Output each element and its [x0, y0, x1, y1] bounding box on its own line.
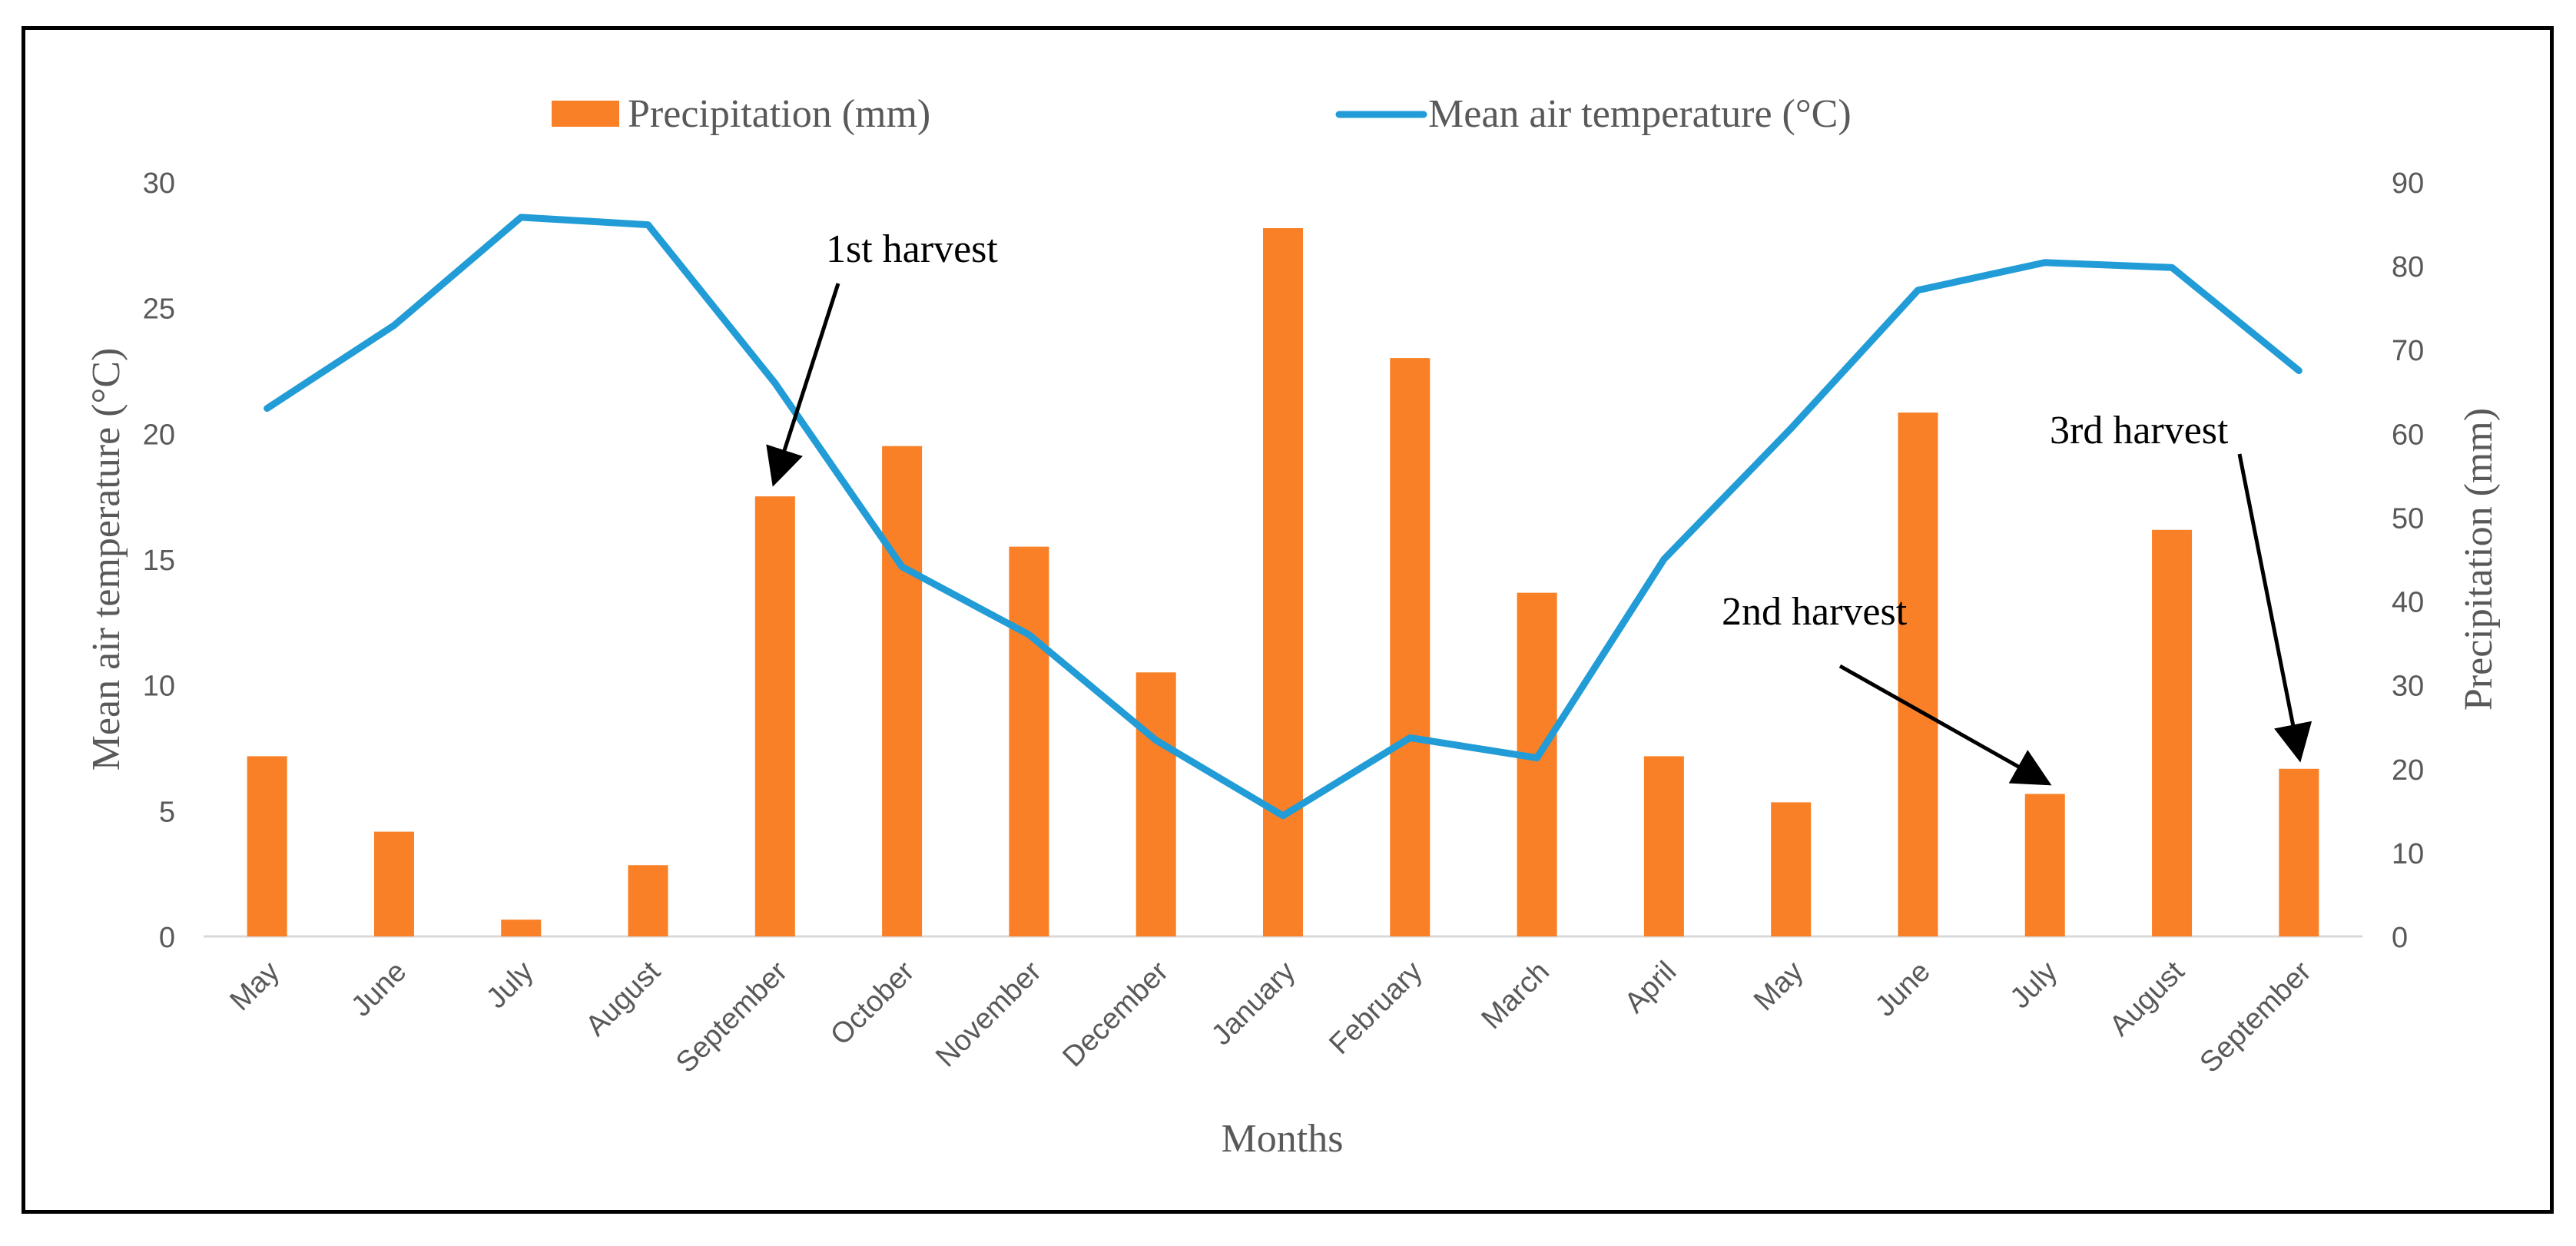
chart-frame: 0 5 10 15 20 25 30 0 10 20 30 40 50 60 70 80 90 May June Ju…	[22, 26, 2554, 1214]
legend-temp-label: Mean air temperature (°C)	[1428, 92, 1852, 136]
chart: 0 5 10 15 20 25 30 0 10 20 30 40 50 60 70 80 90 May June Ju…	[85, 92, 2501, 1161]
precipitation-bar	[1135, 672, 1176, 936]
y-left-tick-label: 30	[143, 167, 175, 200]
x-axis-title: Months	[1222, 1117, 1344, 1161]
x-tick-label: September	[670, 955, 794, 1079]
precipitation-bar	[247, 756, 287, 936]
precipitation-bar	[2152, 529, 2193, 936]
x-tick-label: August	[580, 955, 668, 1042]
precipitation-bar	[882, 446, 923, 936]
precipitation-bar	[1898, 413, 1938, 936]
y-right-tick-label: 30	[2392, 671, 2424, 703]
precipitation-bar	[1390, 358, 1431, 937]
x-tick-label: May	[224, 956, 286, 1017]
legend-precip-swatch	[552, 101, 619, 127]
x-tick-label: October	[824, 955, 921, 1052]
y-left-axis-title: Mean air temperature (°C)	[85, 348, 128, 771]
y-left-tick-label: 15	[143, 545, 175, 577]
y-left-tick-label: 0	[159, 922, 175, 954]
y-right-tick-label: 0	[2392, 922, 2408, 954]
x-tick-label: June	[345, 956, 413, 1023]
x-tick-label: June	[1869, 956, 1937, 1023]
harvest-arrow	[766, 283, 840, 487]
precipitation-bar	[1009, 546, 1049, 936]
x-tick-label: July	[2004, 956, 2064, 1015]
harvest-annotation: 2nd harvest	[1722, 590, 1908, 634]
y-left-tick-label: 25	[143, 293, 175, 326]
precipitation-bars	[247, 228, 2319, 937]
x-tick-label: February	[1323, 956, 1428, 1061]
precipitation-bar	[754, 496, 795, 936]
precipitation-bar	[2024, 794, 2065, 936]
harvest-annotation: 1st harvest	[826, 227, 998, 271]
temperature-line	[264, 214, 2302, 820]
harvest-arrow	[2237, 453, 2312, 763]
y-right-tick-label: 40	[2392, 587, 2424, 619]
precipitation-bar	[1643, 756, 1684, 936]
y-right-tick-label: 70	[2392, 335, 2424, 367]
harvest-annotation: 3rd harvest	[2050, 409, 2229, 452]
y-right-tick-label: 60	[2392, 419, 2424, 451]
y-right-tick-label: 20	[2392, 754, 2424, 787]
x-tick-label: August	[2104, 955, 2191, 1042]
harvest-arrow	[1838, 664, 2052, 786]
x-tick-label: March	[1476, 956, 1556, 1036]
annotations: 1st harvest 2nd harvest 3rd harvest	[766, 227, 2312, 786]
y-right-tick-label: 90	[2392, 167, 2424, 200]
precipitation-bar	[1263, 228, 1303, 936]
y-right-tick-label: 10	[2392, 838, 2424, 870]
x-tick-label: May	[1748, 956, 1809, 1017]
y-left-tick-label: 20	[143, 419, 175, 451]
x-tick-label: July	[480, 956, 539, 1015]
x-tick-label: November	[930, 955, 1048, 1073]
y-left-tick-label: 10	[143, 671, 175, 703]
x-tick-label: December	[1056, 955, 1175, 1073]
precipitation-bar	[373, 831, 414, 936]
precipitation-bar	[2279, 768, 2319, 936]
y-left-tick-label: 5	[159, 796, 175, 828]
y-right-tick-label: 50	[2392, 502, 2424, 535]
temperature-line-group	[264, 214, 2302, 820]
precipitation-bar	[628, 865, 668, 936]
x-tick-label: September	[2194, 955, 2318, 1079]
precipitation-bar	[1771, 802, 1812, 936]
y-right-axis-title: Precipitation (mm)	[2457, 408, 2501, 711]
legend: Precipitation (mm) Mean air temperature (…	[552, 92, 1852, 136]
precipitation-bar	[1517, 592, 1557, 936]
legend-precip-label: Precipitation (mm)	[628, 92, 930, 136]
x-tick-label: January	[1205, 956, 1301, 1052]
precipitation-bar	[501, 920, 542, 936]
y-right-tick-label: 80	[2392, 251, 2424, 283]
x-tick-label: April	[1619, 956, 1683, 1019]
